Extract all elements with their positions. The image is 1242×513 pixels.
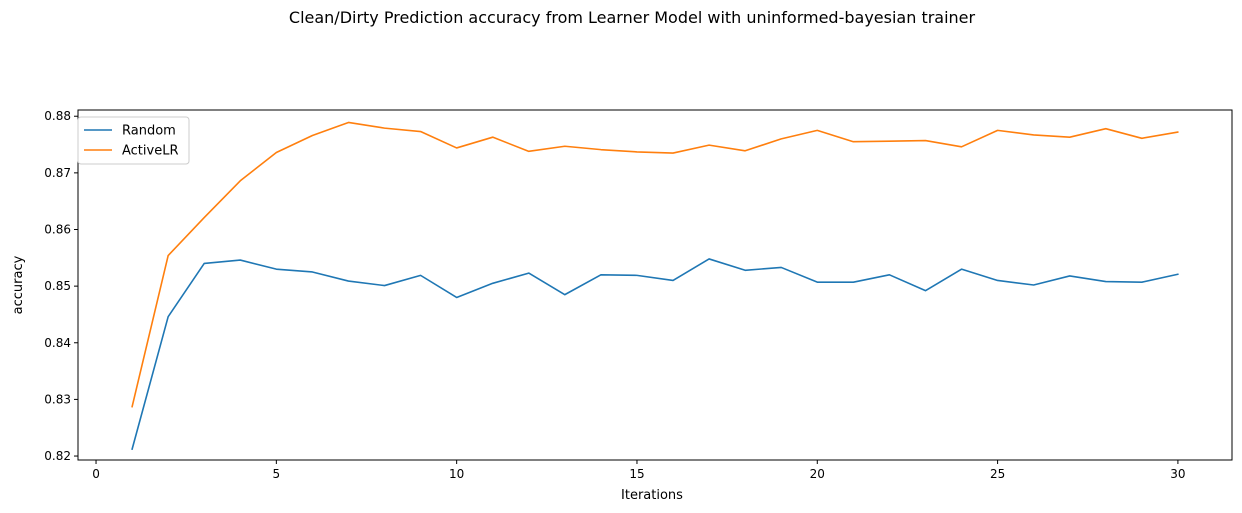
- y-tick-label: 0.84: [44, 336, 71, 350]
- x-tick-label: 0: [92, 467, 100, 481]
- x-tick-label: 5: [273, 467, 281, 481]
- y-tick-label: 0.83: [44, 392, 71, 406]
- series-line-activelr: [131, 121, 1179, 408]
- y-tick-label: 0.86: [44, 222, 71, 236]
- x-tick-label: 30: [1170, 467, 1185, 481]
- y-axis-label: accuracy: [11, 255, 26, 314]
- x-axis: 0 5 10 15 20 25 30: [92, 460, 1186, 481]
- series-lines: [131, 121, 1179, 451]
- legend-label-random: Random: [122, 124, 176, 139]
- chart-title: Clean/Dirty Prediction accuracy from Lea…: [289, 8, 976, 27]
- y-tick-label: 0.85: [44, 279, 71, 293]
- x-tick-label: 20: [810, 467, 825, 481]
- y-tick-label: 0.82: [44, 449, 71, 463]
- legend-box: [77, 116, 190, 165]
- x-tick-label: 10: [449, 467, 464, 481]
- y-tick-label: 0.87: [44, 166, 71, 180]
- legend: Random ActiveLR: [77, 116, 190, 165]
- x-tick-label: 15: [629, 467, 644, 481]
- y-tick-label: 0.88: [44, 109, 71, 123]
- legend-label-activelr: ActiveLR: [122, 144, 179, 159]
- series-line-random: [131, 258, 1179, 451]
- y-axis: 0.82 0.83 0.84 0.85 0.86 0.87 0.88: [44, 109, 78, 463]
- x-tick-label: 25: [990, 467, 1005, 481]
- plot-area: [77, 109, 1233, 461]
- x-axis-label: Iterations: [621, 488, 683, 503]
